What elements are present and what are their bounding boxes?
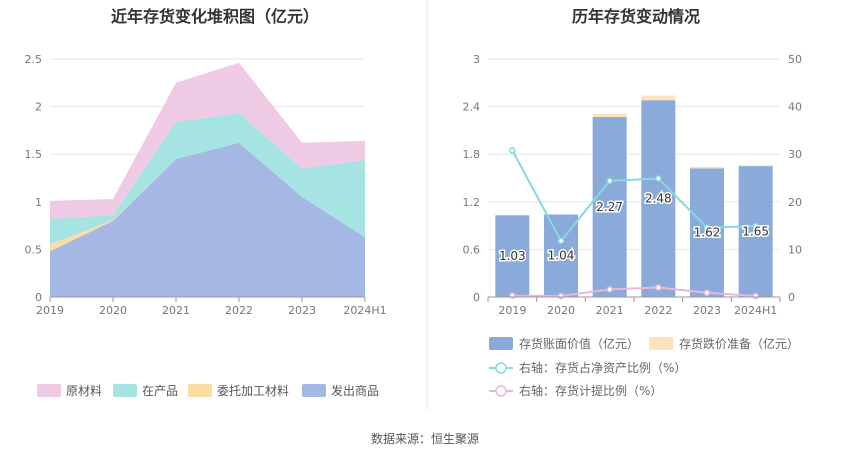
legend-swatch [302, 384, 326, 397]
left-x-tick-label: 2023 [288, 304, 316, 317]
right-x-axis: 2019 2020 2021 2022 2023 2024H1 [487, 296, 781, 317]
legend-label: 发出商品 [331, 383, 379, 398]
legend-label: 右轴：存货占净资产比例（%） [519, 360, 686, 375]
line-point-0 [655, 175, 662, 182]
left-legend: 原材料 在产品 委托加工材料 发出商品 [37, 383, 379, 398]
bar-0 [690, 168, 724, 297]
left-y-tick-label: 1.5 [25, 148, 43, 161]
bar-1 [641, 95, 676, 101]
line-point-1 [557, 292, 565, 300]
bar-data-label: 1.03 [499, 249, 526, 263]
legend-label: 存货跌价准备（亿元） [679, 336, 799, 351]
legend-label: 存货账面价值（亿元） [519, 336, 639, 351]
line-0 [511, 149, 756, 243]
line-point-0 [509, 147, 516, 154]
right-x-tick-label: 2020 [547, 304, 575, 317]
left-x-tick-label: 2020 [99, 304, 127, 317]
bar-data-label: 1.65 [742, 225, 769, 239]
legend-swatch [113, 384, 137, 397]
right-bar-series [495, 95, 773, 298]
line-point-1 [703, 289, 711, 296]
right-x-tick-label: 2024H1 [734, 304, 777, 317]
line-point-1 [655, 284, 662, 291]
right-x-tick-label: 2023 [693, 304, 721, 317]
right-left-y-tick-label: 2.4 [463, 101, 481, 114]
right-gridlines [488, 58, 780, 250]
left-x-axis: 2019 2020 2021 2022 2023 2024H1 [36, 296, 387, 317]
right-x-tick-label: 2019 [498, 304, 526, 317]
line-point-0 [557, 237, 565, 245]
left-y-tick-label: 0 [35, 291, 42, 304]
legend-label: 在产品 [142, 384, 178, 398]
line-point-0 [703, 224, 711, 231]
left-y-tick-label: 1 [35, 196, 42, 209]
left-chart-title: 近年存货变化堆积图（亿元） [111, 7, 319, 26]
line-1 [512, 286, 756, 298]
data-source: 数据来源：恒生聚源 [371, 431, 479, 446]
right-data-labels: 1.03 1.04 2.27 2.48 1.62 1.65 [497, 190, 770, 265]
line-point-0 [752, 222, 759, 230]
right-right-y-tick-label: 10 [788, 243, 802, 256]
legend-marker [495, 385, 507, 397]
legend-label: 委托加工材料 [217, 384, 289, 398]
right-right-y-tick-label: 30 [788, 148, 802, 161]
right-x-tick-label: 2021 [596, 304, 624, 317]
left-x-tick-label: 2021 [162, 304, 190, 317]
area-2 [50, 113, 365, 245]
right-left-y-tick-label: 3 [473, 53, 480, 66]
left-area-series [50, 62, 365, 297]
bar-0 [738, 166, 773, 297]
left-y-tick-label: 0.5 [25, 243, 43, 256]
right-left-y-tick-label: 0 [473, 291, 480, 304]
bar-0 [641, 100, 676, 298]
left-y-tick-label: 2 [35, 101, 42, 114]
legend-label: 原材料 [66, 384, 102, 398]
right-right-y-tick-label: 40 [788, 101, 802, 114]
legend-marker [495, 362, 507, 374]
right-line-series [509, 147, 759, 300]
right-left-y-tick-label: 1.8 [463, 148, 481, 161]
bar-data-label: 2.27 [596, 200, 623, 214]
area-3 [50, 62, 365, 219]
legend-swatch [37, 384, 61, 397]
legend-label: 右轴：存货计提比例（%） [519, 383, 662, 398]
left-x-tick-label: 2019 [36, 304, 64, 317]
bar-0 [495, 215, 530, 297]
left-y-tick-label: 2.5 [25, 53, 43, 66]
line-point-0 [606, 177, 613, 185]
bar-0 [592, 116, 627, 297]
bar-1 [690, 166, 724, 169]
right-x-tick-label: 2022 [644, 304, 672, 317]
bar-data-label: 1.04 [548, 249, 575, 263]
right-right-y-tick-label: 50 [788, 53, 802, 66]
bar-1 [592, 113, 627, 117]
line-point-1 [752, 292, 759, 300]
legend-swatch [489, 337, 513, 350]
left-x-tick-label: 2022 [225, 304, 253, 317]
right-right-y-tick-label: 20 [788, 196, 802, 209]
right-right-y-tick-label: 0 [788, 291, 795, 304]
right-left-y-tick-label: 1.2 [463, 196, 481, 209]
legend-swatch [649, 337, 673, 350]
left-x-tick-label: 2024H1 [343, 304, 386, 317]
bar-data-label: 2.48 [645, 192, 672, 206]
legend-swatch [188, 384, 212, 397]
right-legend: 存货账面价值（亿元） 存货跌价准备（亿元） 右轴：存货占净资产比例（%） 右轴：存货计… [489, 336, 799, 398]
line-point-1 [606, 286, 613, 293]
bar-1 [738, 165, 773, 167]
bar-data-label: 1.62 [694, 226, 721, 240]
right-chart-title: 历年存货变动情况 [572, 7, 700, 26]
right-left-y-tick-label: 0.6 [463, 243, 481, 256]
area-0 [50, 142, 365, 297]
left-y-axis: 0 0.5 1 1.5 2 2.5 [25, 53, 43, 304]
